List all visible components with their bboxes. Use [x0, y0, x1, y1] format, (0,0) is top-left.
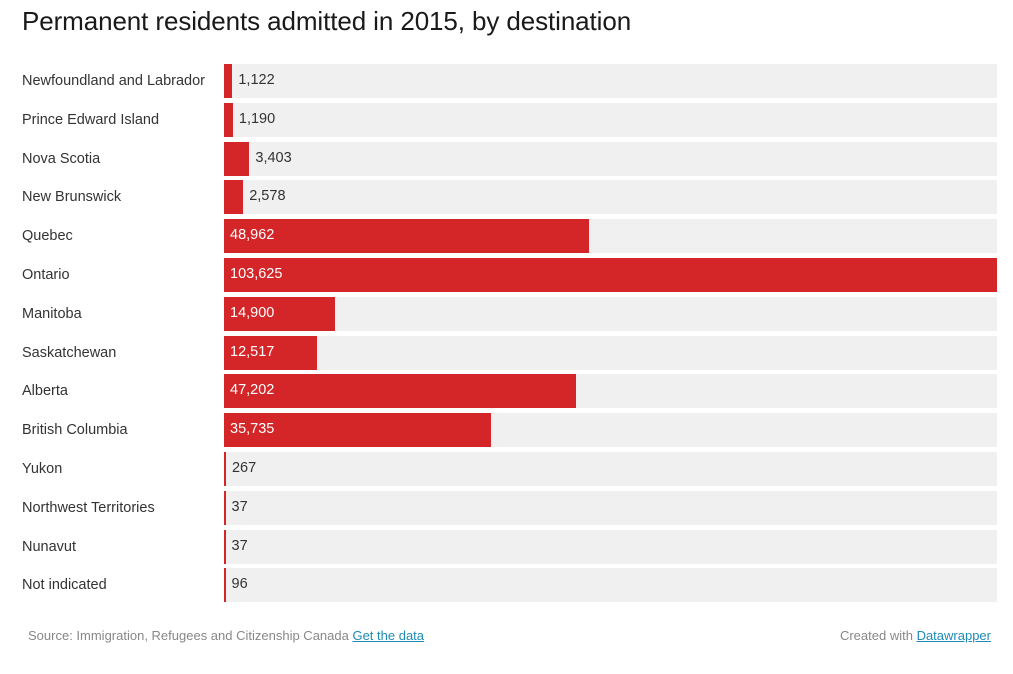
bar [224, 258, 997, 292]
bar-row: Not indicated 96 [0, 568, 1013, 603]
value-label: 103,625 [230, 266, 283, 282]
bar [224, 102, 233, 137]
category-label: British Columbia [22, 422, 128, 439]
bar [224, 413, 491, 448]
bar-row: Yukon 267 [0, 452, 1013, 486]
bar [224, 180, 244, 215]
footer-credit: Created with Datawrapper [840, 628, 991, 643]
bar-row: Ontario 103,625 [0, 258, 1013, 292]
category-label: Manitoba [22, 305, 82, 322]
bar-track: 96 [224, 568, 997, 603]
bar-row: British Columbia 35,735 [0, 413, 1013, 448]
bar [224, 490, 226, 525]
category-label: Newfoundland and Labrador [22, 73, 205, 89]
datawrapper-link[interactable]: Datawrapper [916, 628, 991, 643]
category-label: Quebec [22, 228, 73, 245]
value-label: 96 [231, 576, 248, 593]
chart-title: Permanent residents admitted in 2015, by… [22, 6, 632, 36]
value-label: 47,202 [230, 382, 275, 399]
get-the-data-link[interactable]: Get the data [352, 628, 425, 643]
created-with-text: Created with [839, 628, 913, 643]
bar-track: 35,735 [224, 413, 997, 448]
bar-row: Manitoba 14,900 [0, 296, 1013, 331]
category-label: Saskatchewan [22, 344, 117, 361]
category-label: Northwest Territories [22, 499, 155, 516]
value-label: 35,735 [230, 421, 275, 438]
bar-row: Newfoundland and Labrador 1,122 [0, 64, 1013, 98]
value-label: 267 [231, 460, 257, 476]
bar [224, 568, 226, 603]
category-label: Yukon [22, 461, 63, 477]
category-label: Nunavut [22, 538, 77, 555]
bar [224, 529, 226, 564]
bar [224, 296, 336, 331]
bar-track: 1,190 [224, 102, 997, 137]
bar-track: 103,625 [224, 258, 997, 292]
bar [224, 141, 250, 176]
bar-row: New Brunswick 2,578 [0, 180, 1013, 215]
value-label: 37 [231, 537, 248, 554]
category-label: Not indicated [22, 577, 107, 594]
category-label: Alberta [22, 383, 68, 400]
value-label: 12,517 [230, 343, 275, 360]
bar-track: 48,962 [224, 219, 997, 254]
category-label: Prince Edward Island [22, 111, 160, 128]
bar-track: 1,122 [224, 64, 997, 98]
bar-track: 37 [224, 529, 997, 564]
bar-track: 2,578 [224, 180, 997, 215]
category-label: Ontario [22, 267, 70, 283]
value-label: 2,578 [249, 188, 286, 205]
bar [224, 452, 226, 486]
value-label: 1,190 [238, 110, 276, 127]
bar [224, 335, 318, 370]
value-label: 48,962 [230, 227, 275, 244]
value-label: 1,122 [238, 72, 275, 88]
bar-row: Nova Scotia 3,403 [0, 141, 1013, 176]
bar [224, 219, 590, 254]
bar-row: Northwest Territories 37 [0, 490, 1013, 525]
bar [224, 374, 577, 409]
bar-row: Alberta 47,202 [0, 374, 1013, 409]
bar-row: Prince Edward Island 1,190 [0, 102, 1013, 137]
bar-row: Nunavut 37 [0, 529, 1013, 564]
bar-track: 47,202 [224, 374, 997, 409]
category-label: New Brunswick [22, 189, 122, 206]
bar-track: 37 [224, 490, 997, 525]
value-label: 3,403 [255, 149, 292, 166]
bar-row: Saskatchewan 12,517 [0, 335, 1013, 370]
value-label: 37 [231, 498, 248, 515]
category-label: Nova Scotia [22, 150, 101, 167]
bar-track: 267 [224, 452, 997, 486]
bar [224, 64, 233, 98]
value-label: 14,900 [230, 304, 275, 321]
source-text: Source: Immigration, Refugees and Citize… [28, 628, 349, 643]
footer-source: Source: Immigration, Refugees and Citize… [28, 628, 424, 643]
bar-row: Quebec 48,962 [0, 219, 1013, 254]
bar-track: 12,517 [224, 335, 997, 370]
bar-track: 14,900 [224, 296, 997, 331]
bar-track: 3,403 [224, 141, 997, 176]
